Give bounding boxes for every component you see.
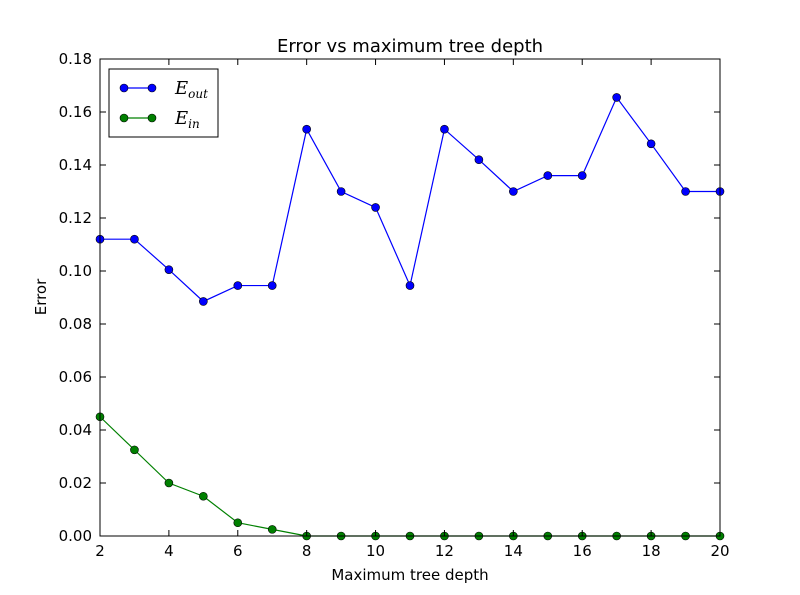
- plot-frame: [99, 58, 721, 537]
- data-point-out: [577, 171, 587, 180]
- legend-box: [108, 68, 219, 138]
- x-tick-label: 8: [302, 542, 312, 560]
- legend-label-sub: in: [188, 117, 200, 131]
- x-tick-label: 2: [95, 542, 105, 560]
- legend-label-main: E: [174, 78, 188, 99]
- series-out: [95, 93, 725, 306]
- data-point-in: [233, 518, 243, 528]
- y-tick-label: 0.14: [59, 156, 92, 174]
- data-point-out: [164, 265, 174, 274]
- chart-title: Error vs maximum tree depth: [277, 36, 543, 57]
- y-tick-label: 0.16: [59, 103, 92, 121]
- y-tick-label: 0.08: [59, 315, 92, 333]
- legend-label: Eout: [174, 78, 208, 101]
- x-tick-label: 18: [642, 542, 661, 560]
- data-point-out: [371, 203, 380, 212]
- legend-marker: [119, 113, 129, 123]
- legend-label-main: E: [174, 108, 188, 129]
- legend-item-out: Eout: [119, 78, 208, 101]
- data-point-out: [474, 155, 484, 164]
- y-tick-label: 0.10: [59, 262, 92, 280]
- data-point-out: [233, 281, 243, 290]
- y-axis-label: Error: [32, 278, 50, 315]
- data-point-in: [164, 478, 174, 488]
- data-point-in: [199, 491, 208, 501]
- x-tick-label: 4: [164, 542, 174, 560]
- data-point-out: [612, 93, 621, 102]
- x-tick-label: 20: [710, 542, 729, 560]
- x-axis-label: Maximum tree depth: [331, 566, 488, 584]
- data-point-out: [509, 187, 518, 196]
- x-tick-label: 16: [573, 542, 592, 560]
- axis-ticks: 2 4 6 8 10 12 14 16 18 20 0.00 0.02 0.04 0.06 0.08 0.10…: [59, 50, 730, 560]
- x-tick-label: 14: [504, 542, 523, 560]
- legend-label-sub: out: [188, 87, 208, 101]
- data-point-out: [302, 124, 311, 134]
- data-point-in: [130, 445, 139, 455]
- x-tick-label: 6: [233, 542, 243, 560]
- y-tick-label: 0.12: [59, 209, 92, 227]
- data-point-out: [681, 187, 690, 196]
- legend-item-in: Ein: [119, 108, 200, 131]
- y-tick-label: 0.02: [59, 474, 92, 492]
- y-tick-label: 0.04: [59, 421, 92, 439]
- data-point-out: [199, 297, 208, 306]
- y-tick-label: 0.00: [59, 527, 92, 545]
- y-tick-label: 0.18: [59, 50, 92, 68]
- data-point-out: [405, 281, 415, 290]
- data-point-out: [646, 139, 656, 149]
- y-tick-label: 0.06: [59, 368, 92, 386]
- data-point-out: [267, 281, 277, 290]
- data-point-out: [130, 234, 139, 244]
- x-tick-label: 10: [366, 542, 385, 560]
- legend-label: Ein: [174, 108, 200, 131]
- data-point-out: [336, 187, 346, 196]
- legend-marker: [147, 113, 157, 123]
- data-point-out: [440, 124, 449, 134]
- legend-marker: [147, 83, 157, 93]
- x-tick-label: 12: [435, 542, 454, 560]
- legend-marker: [119, 83, 129, 93]
- data-point-out: [543, 171, 553, 180]
- data-point-in: [267, 525, 277, 534]
